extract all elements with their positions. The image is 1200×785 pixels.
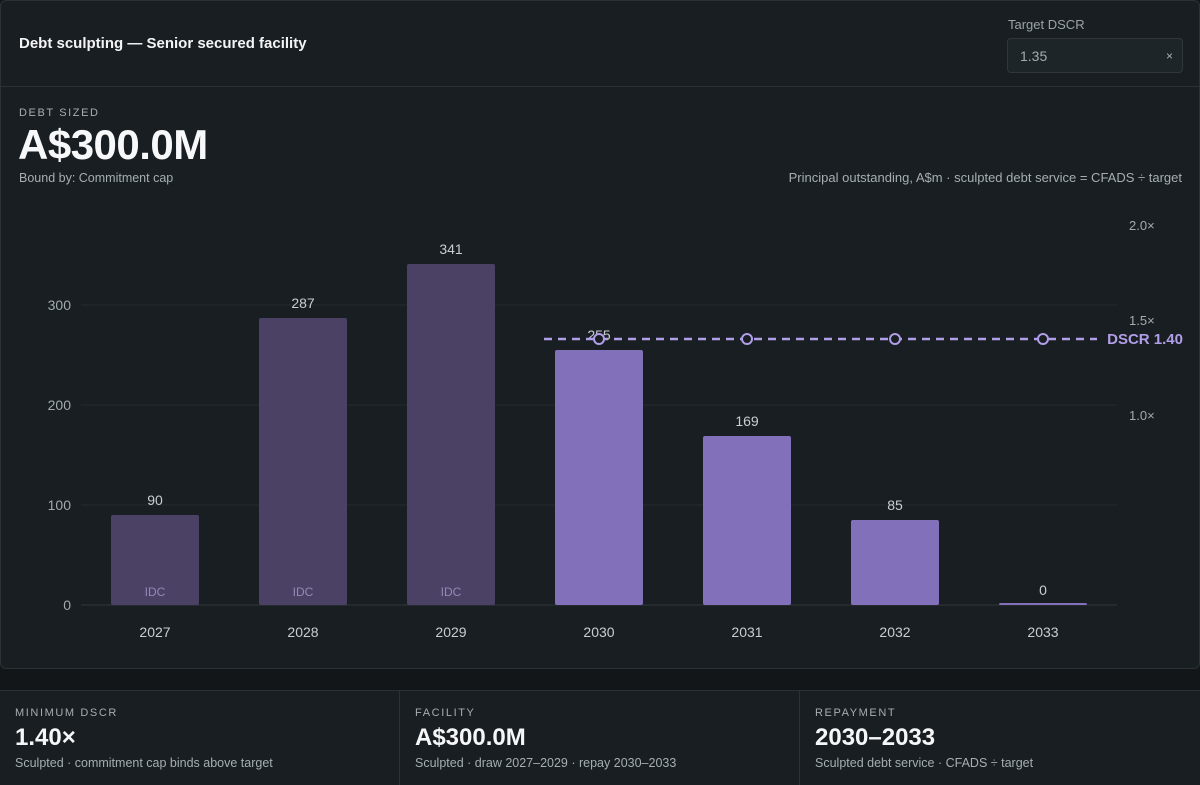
debt-sized-value: A$300.0M <box>18 121 208 168</box>
x-tick-label: 2032 <box>879 624 910 640</box>
card-label: REPAYMENT <box>815 707 897 719</box>
dscr-marker <box>889 333 901 345</box>
card-label: MINIMUM DSCR <box>15 707 118 719</box>
bar-2029 <box>407 264 495 605</box>
dscr-line-label: DSCR 1.40 <box>1107 331 1183 348</box>
card-sub: Sculpted debt service · CFADS ÷ target <box>815 756 1034 770</box>
x-tick-label: 2031 <box>731 624 762 640</box>
chart-caption: Principal outstanding, A$m · sculpted de… <box>788 170 1182 185</box>
bar-2031 <box>703 436 791 605</box>
panel-header: Debt sculpting — Senior secured facility… <box>1 1 1199 87</box>
min-dscr-card: MINIMUM DSCR 1.40× Sculpted · commitment… <box>0 690 400 785</box>
card-sub: Sculpted · commitment cap binds above ta… <box>15 756 273 770</box>
y-tick-label: 300 <box>48 297 72 313</box>
x-tick-label: 2029 <box>435 624 466 640</box>
bar-2032 <box>851 520 939 605</box>
card-label: FACILITY <box>415 707 476 719</box>
panel-title: Debt sculpting — Senior secured facility <box>19 35 307 52</box>
bar-2030 <box>555 350 643 605</box>
y-tick-label: 200 <box>48 397 72 413</box>
bar-value-label: 90 <box>147 492 163 508</box>
x-tick-label: 2027 <box>139 624 170 640</box>
bar-value-label: 85 <box>887 497 903 513</box>
card-value: 1.40× <box>15 724 76 751</box>
bar-tag-idc: IDC <box>441 585 462 599</box>
y2-tick-label: 1.5× <box>1129 313 1155 328</box>
bar-2033 <box>999 603 1087 605</box>
bar-tag-idc: IDC <box>293 585 314 599</box>
bar-value-label: 169 <box>735 413 759 429</box>
bar-value-label: 0 <box>1039 582 1047 598</box>
x-tick-label: 2033 <box>1027 624 1058 640</box>
y2-tick-label: 2.0× <box>1129 218 1155 233</box>
facility-card: FACILITY A$300.0M Sculpted · draw 2027–2… <box>400 690 800 785</box>
y-tick-label: 100 <box>48 497 72 513</box>
target-dscr-label: Target DSCR <box>1008 17 1085 32</box>
dscr-marker <box>593 333 605 345</box>
bar-2027 <box>111 515 199 605</box>
dscr-marker <box>741 333 753 345</box>
dscr-marker <box>1037 333 1049 345</box>
bar-2028 <box>259 318 347 605</box>
card-value: A$300.0M <box>415 724 526 751</box>
principal-outstanding-chart: 0 100 200 300 1.0× 1.5× 2.0× 90 IDC 2027 287 IDC 202… <box>48 218 1183 640</box>
target-dscr-input[interactable]: 1.35 × <box>1007 38 1183 73</box>
card-value: 2030–2033 <box>815 724 936 751</box>
clear-icon[interactable]: × <box>1165 49 1173 63</box>
debt-sized-binding: Bound by: Commitment cap <box>19 171 174 185</box>
debt-sculpting-panel: Debt sculpting — Senior secured facility… <box>0 0 1200 669</box>
target-dscr-value[interactable]: 1.35 <box>1020 48 1048 64</box>
y2-tick-label: 1.0× <box>1129 408 1155 423</box>
bar-value-label: 287 <box>291 295 315 311</box>
y-tick-label: 0 <box>63 597 71 613</box>
x-tick-label: 2028 <box>287 624 318 640</box>
x-tick-label: 2030 <box>583 624 614 640</box>
debt-sized-label: DEBT SIZED <box>19 107 100 119</box>
card-sub: Sculpted · draw 2027–2029 · repay 2030–2… <box>415 756 677 770</box>
bar-tag-idc: IDC <box>145 585 166 599</box>
bar-value-label: 341 <box>439 241 463 257</box>
repayment-card: REPAYMENT 2030–2033 Sculpted debt servic… <box>800 690 1200 785</box>
